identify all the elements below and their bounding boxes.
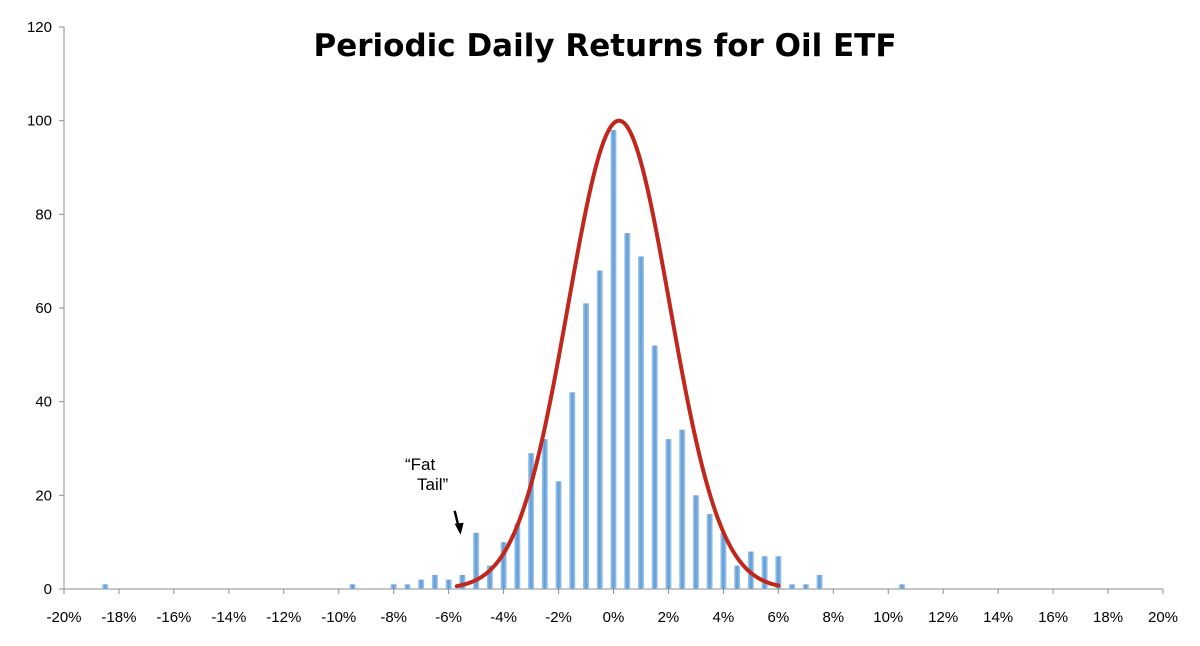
bar xyxy=(528,453,535,589)
bar xyxy=(418,579,425,589)
bars-series xyxy=(102,130,905,590)
x-tick-label: 0% xyxy=(603,609,625,626)
bar xyxy=(816,574,823,589)
fat-tail-annotation: “Fat Tail” xyxy=(405,455,465,495)
bar xyxy=(390,584,397,589)
bar xyxy=(789,584,796,589)
normal-curve xyxy=(454,118,781,589)
bar xyxy=(665,439,672,589)
y-tick-label: 120 xyxy=(27,19,52,36)
normal-curve-line xyxy=(454,118,781,589)
x-tick-label: 6% xyxy=(768,609,790,626)
bar xyxy=(720,532,727,589)
bar xyxy=(473,532,480,589)
bar xyxy=(761,556,768,589)
bar xyxy=(583,303,590,589)
arrow-head xyxy=(454,522,464,535)
x-tick-label: -8% xyxy=(380,609,407,626)
x-tick-label: 16% xyxy=(1038,609,1068,626)
bar xyxy=(514,523,521,589)
bar xyxy=(541,439,548,589)
y-tick-label: 60 xyxy=(35,300,52,317)
y-tick-label: 20 xyxy=(35,487,52,504)
bar xyxy=(679,429,686,589)
x-tick-label: 14% xyxy=(983,609,1013,626)
bar xyxy=(802,584,809,589)
y-tick-label: 40 xyxy=(35,394,52,411)
x-tick-label: -4% xyxy=(490,609,517,626)
bar xyxy=(610,130,617,590)
bar xyxy=(500,542,507,589)
bar xyxy=(349,584,356,589)
bar xyxy=(555,481,562,589)
bar xyxy=(775,556,782,589)
x-tick-label: -14% xyxy=(211,609,246,626)
x-tick-label: -10% xyxy=(321,609,356,626)
bar xyxy=(651,345,658,589)
fat-tail-arrow xyxy=(453,510,464,535)
x-tick-label: -20% xyxy=(46,609,81,626)
x-tick-label: -6% xyxy=(435,609,462,626)
bar xyxy=(898,584,905,589)
bar xyxy=(404,584,411,589)
y-tick-label: 80 xyxy=(35,206,52,223)
x-tick-label: 4% xyxy=(713,609,735,626)
annotation-line-2: Tail” xyxy=(417,475,449,494)
bar xyxy=(734,565,741,589)
bar xyxy=(569,392,576,589)
x-tick-label: -18% xyxy=(101,609,136,626)
bar xyxy=(596,270,603,589)
x-tick-label: 2% xyxy=(658,609,680,626)
bar xyxy=(486,565,493,589)
bar xyxy=(692,495,699,589)
bar xyxy=(445,579,452,589)
bar xyxy=(431,574,438,589)
bar xyxy=(624,233,631,590)
bar xyxy=(459,574,466,589)
x-tick-label: 8% xyxy=(822,609,844,626)
x-tick-label: -12% xyxy=(266,609,301,626)
y-tick-label: 0 xyxy=(44,581,52,598)
annotation-line-1: “Fat xyxy=(405,455,436,474)
y-tick-label: 100 xyxy=(27,113,52,130)
x-tick-label: -2% xyxy=(545,609,572,626)
x-tick-label: 18% xyxy=(1093,609,1123,626)
bar xyxy=(102,584,109,589)
x-tick-label: -16% xyxy=(156,609,191,626)
bar xyxy=(637,256,644,589)
x-tick-label: 12% xyxy=(928,609,958,626)
x-tick-label: 10% xyxy=(873,609,903,626)
bar xyxy=(706,514,713,589)
chart-title: Periodic Daily Returns for Oil ETF xyxy=(313,28,897,64)
x-tick-label: 20% xyxy=(1148,609,1178,626)
